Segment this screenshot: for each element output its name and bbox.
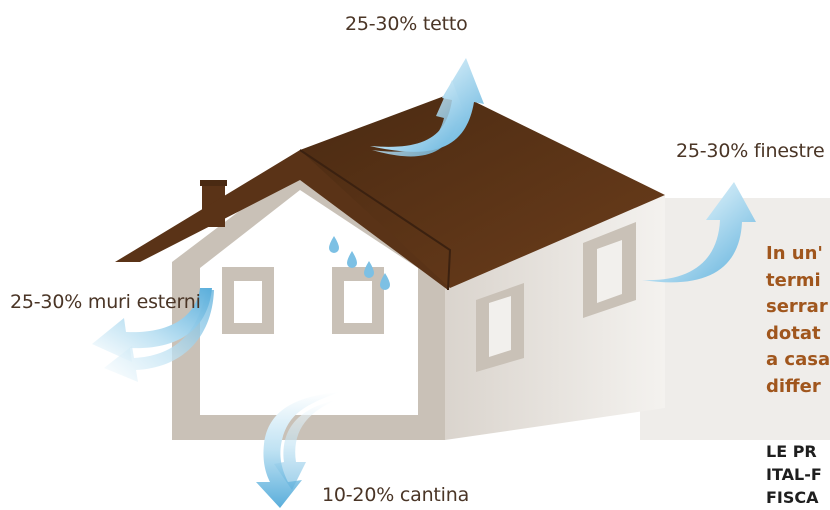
label-cellar: 10-20% cantina: [322, 484, 470, 506]
info-line: differ: [766, 375, 821, 397]
roof-main: [300, 92, 665, 288]
heat-loss-arrow-roof: [370, 58, 484, 157]
heat-loss-arrow-cellar: [256, 392, 340, 508]
house-front-face: [200, 190, 418, 415]
label-walls: 25-30% muri esterni: [10, 291, 201, 313]
roof-ridge: [299, 149, 452, 291]
info-line: a casa: [766, 349, 830, 370]
chimney-cap: [200, 180, 227, 186]
label-windows: 25-30% finestre: [676, 140, 825, 162]
front-window-right-pane: [344, 281, 372, 323]
info-line: dotat: [766, 322, 821, 344]
info-line: In un': [766, 243, 823, 264]
label-roof: 25-30% tetto: [345, 13, 468, 35]
info-paragraph: In un' termi serrar dotat a casa differ: [766, 241, 830, 400]
water-drops-icon: [329, 236, 390, 290]
heat-loss-arrow-windows: [642, 182, 756, 283]
side-window-right-pane: [597, 240, 622, 303]
info-caps-line: ITAL-F: [766, 465, 822, 484]
info-line: serrar: [766, 296, 828, 317]
heat-loss-arrow-walls: [92, 288, 214, 382]
side-window-left-pane: [489, 296, 511, 357]
info-caps-heading: LE PR ITAL-F FISCA: [766, 440, 830, 509]
info-caps-line: LE PR: [766, 442, 817, 461]
front-window-left-pane: [234, 281, 262, 323]
info-line: termi: [766, 269, 821, 291]
info-caps-line: FISCA: [766, 488, 819, 507]
